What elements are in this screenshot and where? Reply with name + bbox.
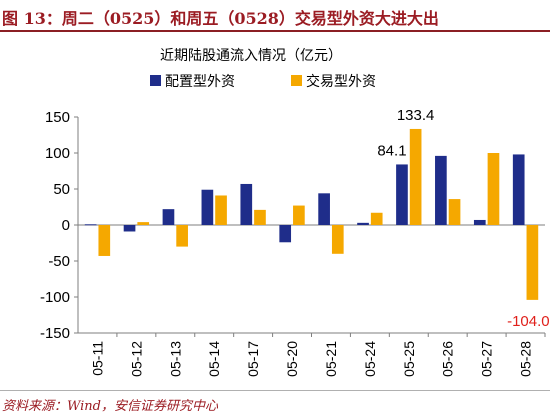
bar-allocation [318,193,330,225]
title-bar: 图 13：周二（0525）和周五（0528）交易型外资大进大出 [0,0,550,32]
y-tick-label: -50 [48,253,70,270]
bar-trading [254,209,266,225]
data-label: -104.0 [507,313,550,330]
x-tick-label: 05-12 [128,341,144,377]
y-tick-label: 50 [53,181,70,198]
bars [84,128,539,300]
axes: -150 -100 -50 0 50 100 150 05-11 05-12 05-13 05-14… [40,109,546,377]
x-tick-label: 05-17 [245,341,261,377]
source-divider [0,390,550,391]
bar-allocation [162,209,175,225]
bar-allocation [201,189,214,225]
legend-swatch-trading [291,75,302,86]
legend: 配置型外资 交易型外资 [150,73,376,90]
bar-trading [526,225,539,300]
bar-allocation [512,154,525,225]
y-tick-label: 0 [62,217,70,234]
y-tick-label: -150 [40,325,70,342]
bar-trading [137,222,150,225]
bar-trading [448,199,461,225]
x-tick-label: 05-25 [401,341,417,377]
bar-allocation [123,225,136,232]
figure-title: 图 13：周二（0525）和周五（0528）交易型外资大进大出 [2,9,439,28]
data-label: 84.1 [377,142,406,159]
legend-swatch-allocation [150,75,161,86]
legend-label-allocation: 配置型外资 [165,74,235,90]
x-tick-label: 05-21 [323,341,339,377]
chart-subtitle: 近期陆股通流入情况（亿元） [160,48,342,64]
x-tick-label: 05-28 [518,341,534,377]
bar-trading [293,205,305,225]
legend-label-trading: 交易型外资 [306,73,376,90]
y-tick-label: 100 [45,145,70,162]
source-note: 资料来源：Wind，安信证券研究中心 [2,399,218,414]
bar-allocation [396,164,408,225]
bar-allocation [473,219,486,225]
x-tick-label: 05-14 [206,341,222,377]
x-tick-label: 05-27 [479,341,495,377]
bar-allocation [279,225,292,243]
y-tick-label: 150 [45,109,70,126]
bar-trading [98,225,111,256]
bar-allocation [435,155,447,225]
data-labels: 84.1 133.4 -104.0 [377,107,549,330]
bar-trading [331,225,344,254]
bar-trading [176,225,188,247]
bar-trading [409,128,422,225]
x-tick-label: 05-24 [362,341,378,377]
data-label: 133.4 [397,107,435,124]
x-tick-label: 05-13 [167,341,183,377]
y-tick-label: -100 [40,289,70,306]
x-tick-label: 05-26 [440,341,456,377]
bar-allocation [357,222,369,225]
bar-allocation [240,183,253,225]
x-tick-label: 05-11 [89,341,105,376]
bar-trading [215,195,227,225]
bar-trading [370,212,383,225]
bar-allocation [84,224,97,226]
x-tick-label: 05-20 [284,341,300,377]
bar-trading [487,153,500,225]
